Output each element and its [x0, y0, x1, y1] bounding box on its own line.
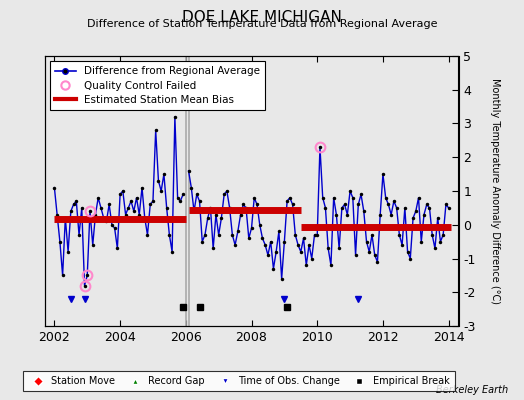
Text: Berkeley Earth: Berkeley Earth: [436, 385, 508, 395]
Y-axis label: Monthly Temperature Anomaly Difference (°C): Monthly Temperature Anomaly Difference (…: [489, 78, 499, 304]
Text: Difference of Station Temperature Data from Regional Average: Difference of Station Temperature Data f…: [87, 19, 437, 29]
Legend: Difference from Regional Average, Quality Control Failed, Estimated Station Mean: Difference from Regional Average, Qualit…: [50, 61, 265, 110]
Text: DOE LAKE MICHIGAN: DOE LAKE MICHIGAN: [182, 10, 342, 25]
Legend: Station Move, Record Gap, Time of Obs. Change, Empirical Break: Station Move, Record Gap, Time of Obs. C…: [23, 372, 455, 391]
